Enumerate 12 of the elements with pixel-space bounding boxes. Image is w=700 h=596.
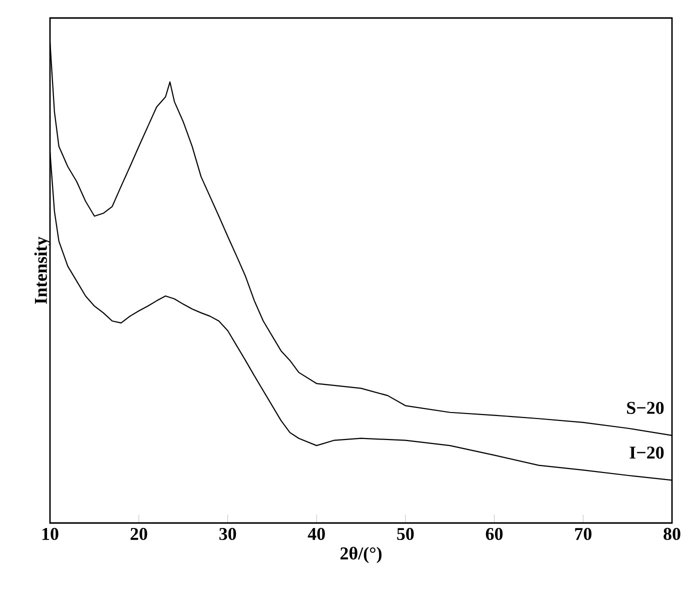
x-tick-label: 50 [397,528,414,540]
x-tick-label: 70 [575,528,592,540]
x-tick-label: 10 [42,528,58,540]
series-label: I−20 [630,446,664,459]
x-tick-label: 40 [308,528,325,540]
x-tick-label: 80 [664,528,680,540]
y-axis-title: Intensity [34,236,51,304]
series-label: S−20 [627,402,664,414]
x-tick-label: 60 [486,528,503,540]
x-tick-label: 20 [130,528,148,540]
x-axis-title: 2θ/(°) [340,546,382,564]
x-tick-label: 30 [219,528,236,540]
